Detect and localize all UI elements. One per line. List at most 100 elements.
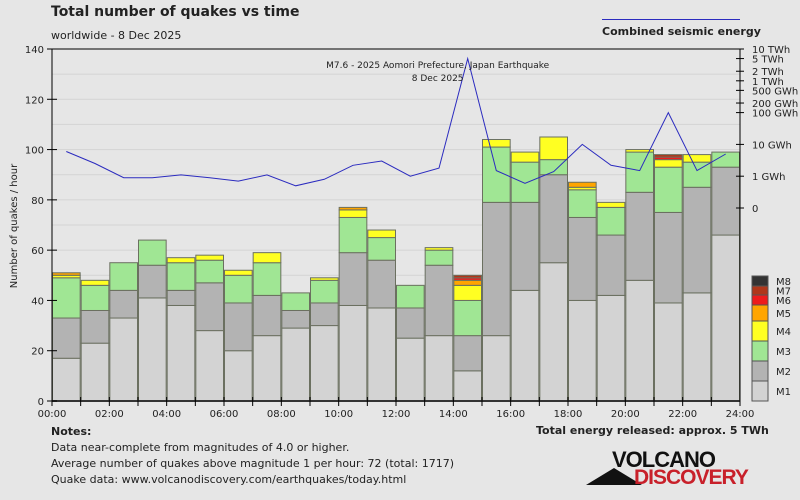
y2-tick-label: 10 GWh xyxy=(752,140,792,151)
bar-segment-m4 xyxy=(367,229,397,239)
bar-segment-m3 xyxy=(281,292,311,311)
bar-segment-m3 xyxy=(453,299,483,337)
bar-segment-m1 xyxy=(510,289,540,402)
bar-segment-m4 xyxy=(682,154,712,163)
bar-segment-m7 xyxy=(453,274,483,279)
bar-segment-m4 xyxy=(252,252,282,264)
legend-label-m3: M3 xyxy=(776,347,791,358)
bar-segment-m1 xyxy=(166,304,196,402)
y2-tick-label: 2 TWh xyxy=(752,67,784,78)
bar-segment-m1 xyxy=(711,234,740,402)
bar-segment-m2 xyxy=(109,289,139,319)
bar-segment-m3 xyxy=(510,161,540,203)
x-tick-label: 18:00 xyxy=(554,409,583,420)
bar-segment-m2 xyxy=(539,174,568,264)
bar-segment-m1 xyxy=(482,335,511,402)
bar-segment-m1 xyxy=(453,370,483,402)
x-tick-label: 22:00 xyxy=(668,409,697,420)
bar-segment-m2 xyxy=(281,309,311,329)
legend-swatch-m7 xyxy=(751,285,769,296)
bar-segment-m2 xyxy=(568,216,597,301)
x-tick-label: 06:00 xyxy=(210,409,239,420)
y2-tick-label: 0 xyxy=(752,204,758,215)
bar-segment-m2 xyxy=(52,317,81,359)
notes: Notes: Data near-complete from magnitude… xyxy=(51,424,454,488)
bar-segment-m2 xyxy=(310,302,339,327)
legend-swatch-m5 xyxy=(751,304,769,322)
bar-segment-m4 xyxy=(224,269,253,276)
annotation: M7.6 - 2025 Aomori Prefecture, Japan Ear… xyxy=(326,61,550,84)
bar-segment-m2 xyxy=(482,201,511,337)
bar-segment-m1 xyxy=(682,292,712,402)
bar-segment-m2 xyxy=(80,309,110,344)
bar-segment-m3 xyxy=(252,262,282,296)
legend-label-m6: M6 xyxy=(776,296,791,307)
bar-segment-m3 xyxy=(596,206,626,236)
bar-segment-m1 xyxy=(539,262,568,402)
bar-segment-m5 xyxy=(52,272,81,276)
note-line: Average number of quakes above magnitude… xyxy=(51,457,454,470)
x-tick-label: 10:00 xyxy=(324,409,353,420)
x-tick-label: 02:00 xyxy=(95,409,124,420)
bar-segment-m3 xyxy=(654,166,683,213)
bar-segment-m1 xyxy=(568,299,597,402)
y-axis-ticks: 0 20 40 60 80 100 120 140 xyxy=(25,45,57,408)
legend-label-m8: M8 xyxy=(776,277,791,288)
bar-segment-m2 xyxy=(424,264,454,337)
y2-tick-label: 1 GWh xyxy=(752,172,786,183)
bar-segment-m4 xyxy=(510,151,540,163)
bar-segment-m2 xyxy=(166,289,196,306)
bar-segment-m1 xyxy=(338,304,368,402)
bar-segment-m1 xyxy=(424,335,454,402)
bar-segment-m4 xyxy=(539,136,568,161)
bar-segment-m1 xyxy=(224,350,253,402)
bar-segment-m3 xyxy=(109,262,139,291)
bar-segment-m2 xyxy=(195,282,224,332)
legend-label-m4: M4 xyxy=(776,327,791,338)
y-tick-label: 140 xyxy=(25,45,44,56)
bar-segment-m4 xyxy=(453,284,483,301)
bar-segment-m3 xyxy=(138,239,167,266)
bar-segment-m4 xyxy=(596,201,626,208)
legend-label-m7: M7 xyxy=(776,287,791,298)
bar-segment-m1 xyxy=(195,330,224,402)
bar-segment-m2 xyxy=(338,252,368,306)
energy-legend-label: Combined seismic energy xyxy=(602,25,761,38)
bar-segment-m3 xyxy=(682,161,712,188)
bar-segment-m1 xyxy=(310,325,339,402)
y-tick-label: 80 xyxy=(31,196,44,207)
y-tick-label: 100 xyxy=(25,146,44,157)
legend-swatch-m8 xyxy=(751,275,769,287)
bar-segment-m3 xyxy=(80,284,110,311)
y2-tick-label: 500 GWh xyxy=(752,86,798,97)
x-tick-label: 20:00 xyxy=(611,409,640,420)
x-tick-label: 04:00 xyxy=(152,409,181,420)
legend-swatch-m3 xyxy=(751,340,769,362)
bar-segment-m3 xyxy=(224,274,253,304)
bar-segment-m1 xyxy=(396,337,425,402)
legend-label-m5: M5 xyxy=(776,309,791,320)
bar-segment-m3 xyxy=(195,259,224,284)
bar-segment-m4 xyxy=(654,159,683,168)
bar-segment-m2 xyxy=(510,201,540,291)
y-tick-label: 20 xyxy=(31,347,44,358)
bar-segment-m2 xyxy=(711,166,740,236)
y-tick-label: 0 xyxy=(38,397,44,408)
volcanodiscovery-logo[interactable]: VOLCANO DISCOVERY xyxy=(586,447,756,489)
legend-swatch-m1 xyxy=(751,380,769,402)
bar-segment-m3 xyxy=(625,151,654,193)
bar-segment-m4 xyxy=(482,139,511,148)
y-tick-label: 120 xyxy=(25,95,44,106)
x-tick-label: 00:00 xyxy=(38,409,67,420)
bar-segment-m2 xyxy=(453,335,483,372)
x-tick-label: 14:00 xyxy=(439,409,468,420)
x-tick-label: 24:00 xyxy=(726,409,755,420)
note-line: Quake data: www.volcanodiscovery.com/ear… xyxy=(51,473,407,486)
mountain-icon xyxy=(586,468,642,485)
bar-segment-m4 xyxy=(310,277,339,281)
x-axis-ticks: 00:00 02:00 04:00 06:00 08:00 10:00 12:00 14:00… xyxy=(38,397,755,420)
total-energy-label: Total energy released: approx. 5 TWh xyxy=(536,424,769,437)
bar-segment-m1 xyxy=(109,317,139,402)
energy-legend-line xyxy=(602,19,740,20)
